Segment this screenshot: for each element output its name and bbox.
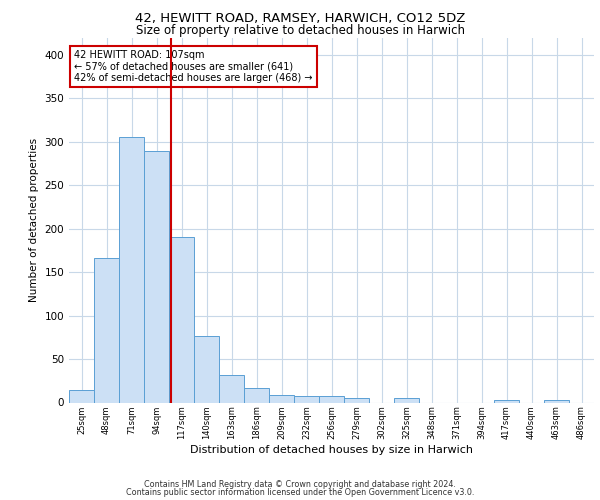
Bar bbox=[394, 398, 419, 402]
Text: 42 HEWITT ROAD: 107sqm
← 57% of detached houses are smaller (641)
42% of semi-de: 42 HEWITT ROAD: 107sqm ← 57% of detached… bbox=[74, 50, 313, 84]
Bar bbox=[69, 390, 94, 402]
Text: Contains HM Land Registry data © Crown copyright and database right 2024.: Contains HM Land Registry data © Crown c… bbox=[144, 480, 456, 489]
Y-axis label: Number of detached properties: Number of detached properties bbox=[29, 138, 39, 302]
Bar bbox=[244, 388, 269, 402]
Bar bbox=[119, 138, 144, 402]
Text: Contains public sector information licensed under the Open Government Licence v3: Contains public sector information licen… bbox=[126, 488, 474, 497]
Bar bbox=[194, 336, 219, 402]
Bar bbox=[494, 400, 519, 402]
Bar bbox=[344, 398, 369, 402]
Bar bbox=[544, 400, 569, 402]
X-axis label: Distribution of detached houses by size in Harwich: Distribution of detached houses by size … bbox=[190, 444, 473, 454]
Bar bbox=[219, 374, 244, 402]
Bar bbox=[169, 236, 194, 402]
Bar bbox=[144, 152, 169, 402]
Bar bbox=[94, 258, 119, 402]
Bar bbox=[294, 396, 319, 402]
Bar bbox=[269, 394, 294, 402]
Text: 42, HEWITT ROAD, RAMSEY, HARWICH, CO12 5DZ: 42, HEWITT ROAD, RAMSEY, HARWICH, CO12 5… bbox=[135, 12, 465, 25]
Text: Size of property relative to detached houses in Harwich: Size of property relative to detached ho… bbox=[136, 24, 464, 37]
Bar bbox=[319, 396, 344, 402]
